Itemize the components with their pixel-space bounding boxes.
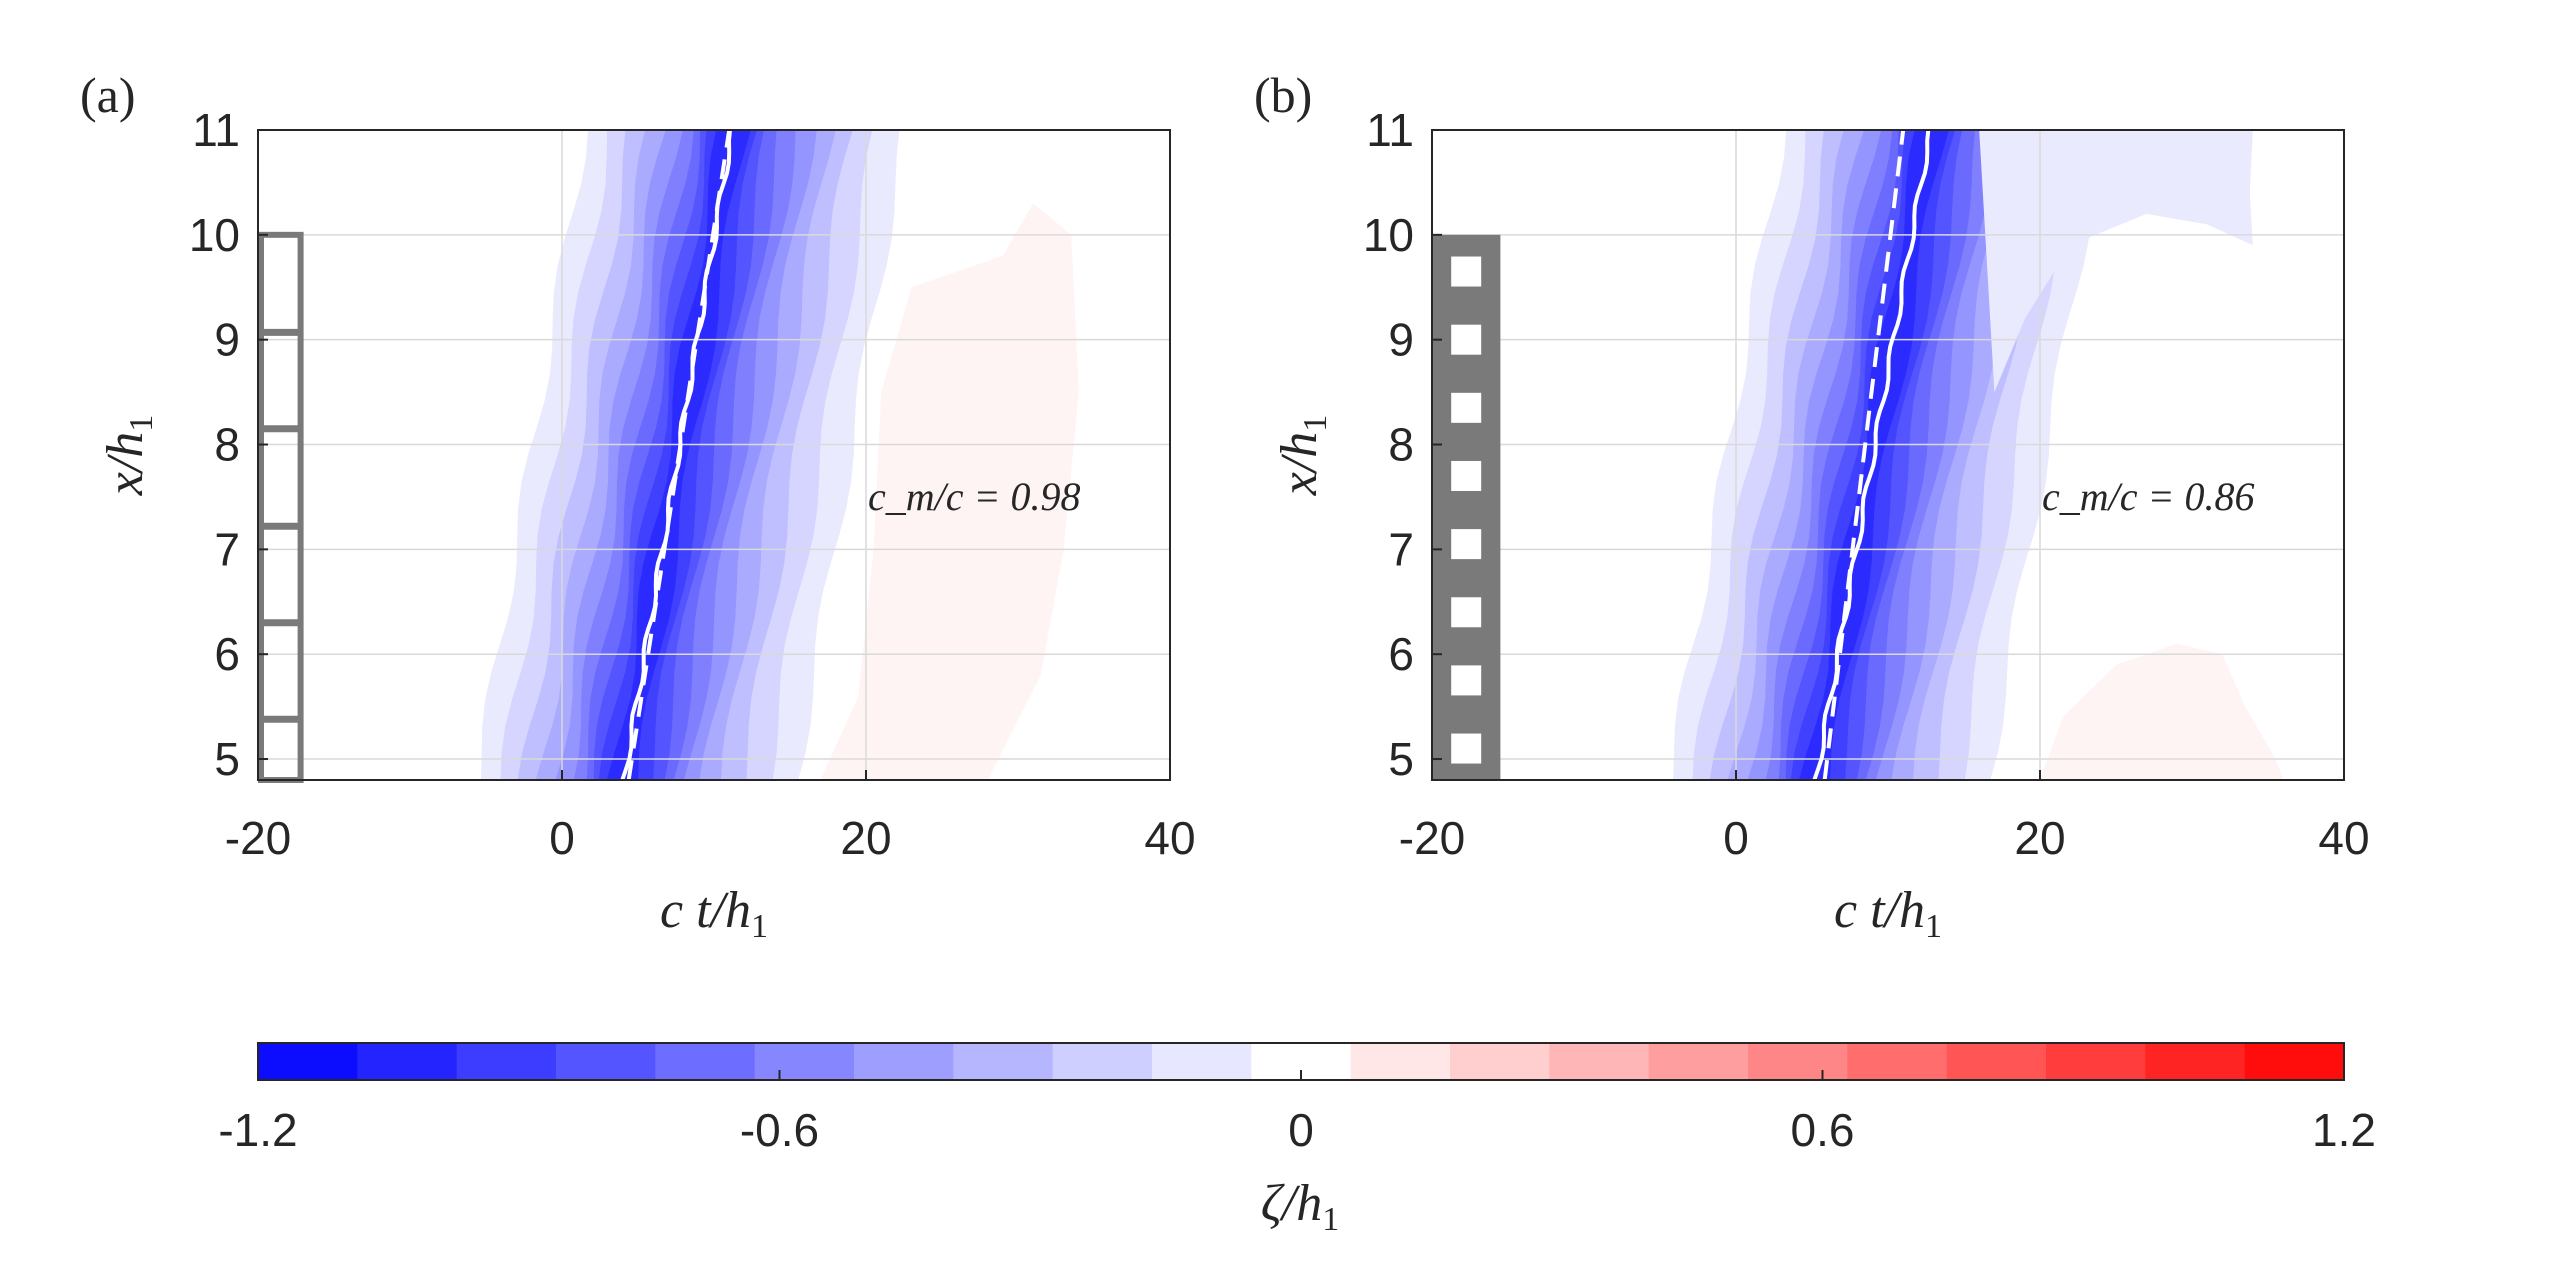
colorbar-cell: [854, 1043, 954, 1080]
panel-b-x-label: c t/h1: [1834, 882, 1942, 945]
panel-a-obstacle: [258, 231, 304, 784]
y-tick-label: 11: [192, 104, 240, 156]
panel-a-contours: [481, 130, 1079, 780]
colorbar-cell: [1152, 1043, 1252, 1080]
x-tick-label: -20: [225, 812, 291, 864]
colorbar-ticks: -1.2 -0.6 0 0.6 1.2: [218, 1070, 2376, 1156]
colorbar-tick-label: 1.2: [2312, 1104, 2376, 1156]
panel-b: (b) -20 0 20 40 5 6 7 8 9 10 11 c_m/c = 0.86 c t/…: [1254, 67, 2370, 945]
x-tick-label: 40: [1144, 812, 1195, 864]
obstacle-hole: [1451, 460, 1482, 491]
colorbar-cell: [357, 1043, 458, 1080]
colorbar-tick-label: -0.6: [740, 1104, 819, 1156]
x-tick-label: 20: [2014, 812, 2065, 864]
colorbar-cell: [2046, 1043, 2146, 1080]
panel-a: (a) -20 0 20 40 5 6 7 8 9 10 11 c_m/c = 0.98 c t/…: [80, 67, 1196, 945]
panel-b-label: (b): [1254, 67, 1312, 123]
panel-a-y-label: x/h1: [97, 415, 160, 497]
colorbar-cell: [556, 1043, 656, 1080]
obstacle-hole: [1451, 529, 1482, 560]
x-tick-label: 0: [549, 812, 575, 864]
panel-a-axes-box: [257, 129, 1171, 781]
panel-a-label: (a): [80, 67, 136, 123]
colorbar-tick-label: 0.6: [1791, 1104, 1855, 1156]
panel-a-x-label: c t/h1: [660, 882, 768, 945]
trough-line-reference: [1822, 130, 1906, 780]
panel-b-y-ticks: 5 6 7 8 9 10 11: [1363, 104, 1442, 785]
y-tick-label: 5: [214, 733, 240, 785]
colorbar-cell: [1847, 1043, 1948, 1080]
x-tick-label: 0: [1723, 812, 1749, 864]
colorbar-cell: [258, 1043, 358, 1080]
x-tick-label: 40: [2318, 812, 2369, 864]
y-tick-label: 10: [1363, 209, 1414, 261]
contour-band: [1918, 130, 2253, 393]
colorbar-tick-label: 0: [1288, 1104, 1314, 1156]
x-tick-label: 20: [840, 812, 891, 864]
y-tick-label: 6: [1388, 628, 1414, 680]
panel-a-y-ticks: 5 6 7 8 9 10 11: [189, 104, 268, 785]
panel-b-obstacle: [1432, 234, 1501, 780]
obstacle-hole: [1451, 256, 1482, 287]
colorbar-cell: [456, 1043, 557, 1080]
colorbar-cell: [1748, 1043, 1848, 1080]
obstacle-block: [1432, 234, 1501, 780]
colorbar-cell: [1450, 1043, 1550, 1080]
positive-region: [820, 203, 1079, 780]
x-tick-label: -20: [1399, 812, 1465, 864]
colorbar-cells: [258, 1043, 2345, 1080]
colorbar-cell: [655, 1043, 756, 1080]
panel-b-contours: [1673, 130, 2284, 780]
colorbar-cell: [754, 1043, 855, 1080]
colorbar-cell: [2244, 1043, 2345, 1080]
colorbar-cell: [1946, 1043, 2047, 1080]
obstacle-hole: [1451, 597, 1482, 628]
y-tick-label: 10: [189, 209, 240, 261]
y-tick-label: 9: [214, 314, 240, 366]
y-tick-label: 8: [1388, 419, 1414, 471]
obstacle-hole: [1451, 392, 1482, 423]
panel-b-x-ticks: -20 0 20 40: [1399, 770, 2370, 864]
panel-a-x-ticks: -20 0 20 40: [225, 770, 1196, 864]
obstacle-hole: [1451, 733, 1482, 764]
panel-b-axes-box: [1431, 129, 2345, 781]
trough-line-reference: [626, 130, 732, 780]
panel-b-trough-lines: [1812, 130, 1931, 780]
colorbar-cell: [1350, 1043, 1451, 1080]
colorbar-label: ζ/h1: [1261, 1175, 1340, 1238]
y-tick-label: 7: [1388, 523, 1414, 575]
colorbar-cell: [1052, 1043, 1153, 1080]
positive-region: [2040, 643, 2284, 780]
panel-b-annotation: c_m/c = 0.86: [2042, 474, 2255, 519]
panel-a-trough-lines: [620, 130, 732, 780]
y-tick-label: 7: [214, 523, 240, 575]
y-tick-label: 9: [1388, 314, 1414, 366]
colorbar: -1.2 -0.6 0 0.6 1.2 ζ/h1: [218, 1042, 2376, 1238]
y-tick-label: 8: [214, 419, 240, 471]
y-tick-label: 11: [1366, 104, 1414, 156]
colorbar-cell: [1549, 1043, 1650, 1080]
y-tick-label: 5: [1388, 733, 1414, 785]
obstacle-hole: [1451, 324, 1482, 355]
obstacle-frame: [258, 231, 304, 784]
colorbar-tick-label: -1.2: [218, 1104, 297, 1156]
y-tick-label: 6: [214, 628, 240, 680]
obstacle-hole: [1451, 665, 1482, 696]
panel-b-y-label: x/h1: [1271, 415, 1334, 497]
colorbar-cell: [1648, 1043, 1749, 1080]
panel-a-annotation: c_m/c = 0.98: [868, 474, 1081, 519]
colorbar-cell: [2145, 1043, 2246, 1080]
colorbar-cell: [953, 1043, 1054, 1080]
